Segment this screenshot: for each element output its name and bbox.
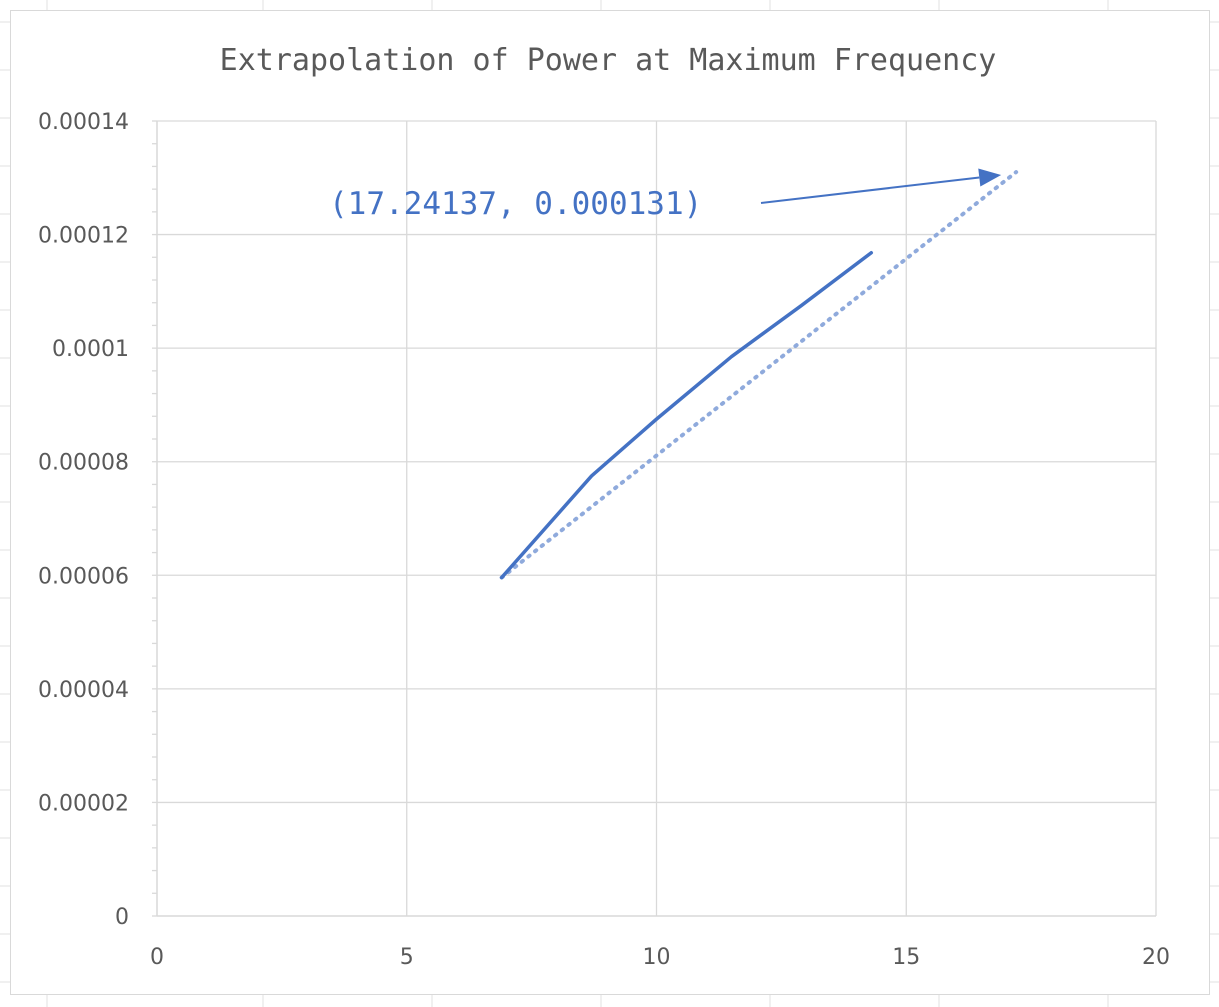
- chart-plot: 0 5 10 15 20 0 0.00002 0.00004 0.00006 0.00008 0.0…: [38, 43, 1170, 970]
- annotation-arrow-head: [978, 168, 1002, 187]
- x-tick-label: 0: [150, 945, 164, 970]
- annotation-label: (17.24137, 0.000131): [329, 186, 702, 222]
- tick-labels: 0 5 10 15 20 0 0.00002 0.00004 0.00006 0.00008 0.0…: [38, 110, 1170, 970]
- annotation-arrow-shaft: [760, 176, 980, 204]
- y-tick-label: 0.00002: [38, 791, 129, 816]
- y-tick-label: 0: [115, 905, 129, 930]
- trendline: [499, 170, 1019, 580]
- annotation-layer: (17.24137, 0.000131): [329, 168, 1002, 222]
- x-tick-label: 15: [892, 945, 920, 970]
- x-tick-label: 10: [643, 945, 671, 970]
- y-tick-label: 0.0001: [52, 337, 129, 362]
- y-tick-label: 0.00006: [38, 564, 129, 589]
- chart-area[interactable]: 0 5 10 15 20 0 0.00002 0.00004 0.00006 0.00008 0.0…: [10, 10, 1210, 995]
- series-layer: [499, 250, 874, 580]
- trendline-layer: [499, 170, 1019, 580]
- x-tick-label: 5: [400, 945, 414, 970]
- y-tick-label: 0.00014: [38, 110, 129, 135]
- gridlines: [157, 120, 1157, 916]
- x-tick-label: 20: [1142, 945, 1170, 970]
- y-tick-label: 0.00008: [38, 451, 129, 476]
- y-tick-label: 0.00004: [38, 678, 129, 703]
- y-tick-label: 0.00012: [38, 224, 129, 249]
- chart-title: Extrapolation of Power at Maximum Freque…: [220, 43, 997, 78]
- axes: [152, 120, 1156, 917]
- series-line: [499, 250, 874, 580]
